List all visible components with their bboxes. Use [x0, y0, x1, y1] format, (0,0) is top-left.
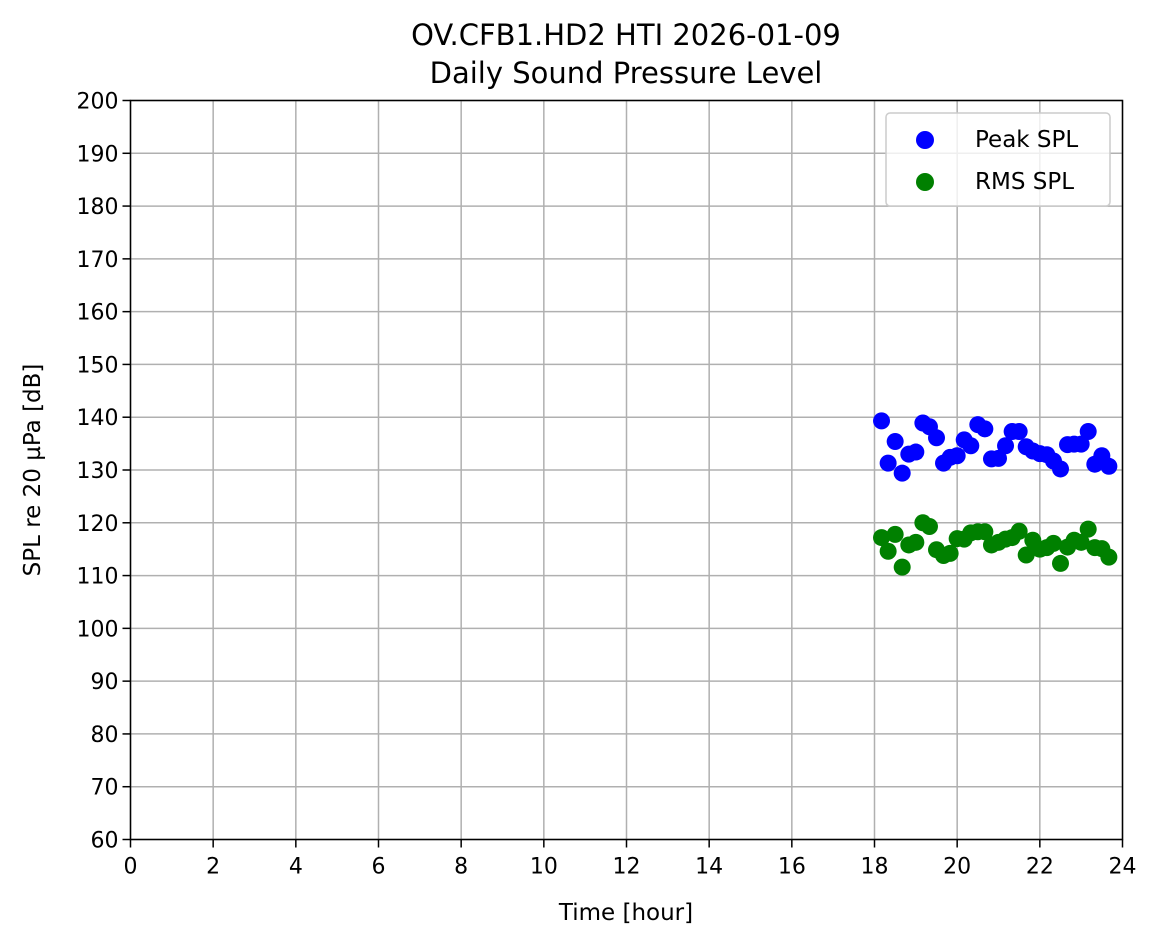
legend-marker-rms-spl	[916, 173, 934, 191]
peak-spl-point	[879, 454, 897, 472]
rms-spl-point	[907, 533, 925, 551]
y-tick-label: 150	[77, 353, 119, 378]
data-points	[873, 412, 1118, 576]
x-tick-label: 8	[454, 855, 468, 880]
x-tick-label: 16	[778, 855, 806, 880]
peak-spl-point	[1010, 422, 1028, 440]
rms-spl-point	[1044, 534, 1062, 552]
legend-label-rms-spl: RMS SPL	[975, 169, 1074, 195]
rms-spl-point	[893, 558, 911, 576]
peak-spl-point	[976, 420, 994, 438]
rms-spl-point	[1079, 520, 1097, 538]
x-tick-label: 0	[124, 855, 138, 880]
rms-spl-point	[1100, 548, 1118, 566]
rms-spl-point	[976, 523, 994, 541]
y-tick-label: 130	[77, 459, 119, 484]
rms-spl-point	[879, 542, 897, 560]
rms-spl-point	[886, 525, 904, 543]
x-tick-label: 24	[1109, 855, 1137, 880]
peak-spl-point	[948, 447, 966, 465]
y-tick-label: 100	[77, 617, 119, 642]
peak-spl-point	[1052, 460, 1069, 478]
y-tick-label: 200	[77, 90, 119, 115]
rms-spl-point	[1052, 554, 1069, 572]
x-tick-label: 12	[613, 855, 641, 880]
legend: Peak SPL RMS SPL	[885, 112, 1111, 207]
y-tick-label: 70	[91, 776, 119, 801]
y-tick-label: 160	[77, 301, 119, 326]
x-tick-label: 10	[530, 855, 558, 880]
x-tick-label: 18	[861, 855, 889, 880]
x-ticks: 0 2 4 6 8 10 12 14 16 18 20 22 24	[124, 839, 1137, 880]
rms-spl-point	[1072, 533, 1090, 551]
rms-spl-point	[1017, 546, 1035, 564]
peak-spl-point	[1072, 435, 1090, 453]
chart-title: OV.CFB1.HD2 HTI 2026-01-09	[411, 18, 841, 52]
x-axis-label: Time [hour]	[558, 900, 693, 926]
y-tick-label: 190	[77, 142, 119, 167]
peak-spl-point	[873, 412, 891, 430]
x-tick-label: 22	[1026, 855, 1054, 880]
y-tick-label: 170	[77, 248, 119, 273]
x-tick-label: 2	[206, 855, 220, 880]
chart-subtitle: Daily Sound Pressure Level	[430, 56, 823, 90]
x-tick-label: 6	[372, 855, 386, 880]
x-tick-label: 4	[289, 855, 303, 880]
peak-spl-point	[928, 429, 945, 447]
peak-spl-point	[990, 449, 1007, 467]
y-tick-label: 120	[77, 512, 119, 537]
y-tick-label: 180	[77, 195, 119, 220]
peak-spl-point	[997, 437, 1015, 455]
y-tick-label: 90	[91, 670, 119, 695]
peak-spl-point	[962, 437, 980, 455]
peak-spl-point	[893, 464, 911, 482]
rms-spl-point	[1010, 522, 1028, 540]
legend-box	[885, 112, 1111, 207]
peak-spl-point	[886, 432, 904, 450]
peak-spl-point	[907, 443, 925, 461]
rms-spl-point	[920, 517, 938, 535]
x-tick-label: 14	[695, 855, 723, 880]
legend-marker-peak-spl	[916, 131, 934, 149]
rms-spl-point	[873, 529, 891, 547]
legend-label-peak-spl: Peak SPL	[975, 127, 1078, 153]
peak-spl-point	[1100, 457, 1118, 475]
x-tick-label: 20	[943, 855, 971, 880]
peak-spl-point	[1079, 422, 1097, 440]
rms-spl-point	[941, 544, 959, 562]
y-tick-label: 110	[77, 565, 119, 590]
y-ticks: 60 70 80 90 100 110 120 130 140 150 160 170 180 190 20…	[77, 90, 131, 854]
y-axis-label: SPL re 20 µPa [dB]	[20, 364, 46, 577]
y-tick-label: 140	[77, 406, 119, 431]
y-tick-label: 60	[91, 829, 119, 854]
y-tick-label: 80	[91, 723, 119, 748]
